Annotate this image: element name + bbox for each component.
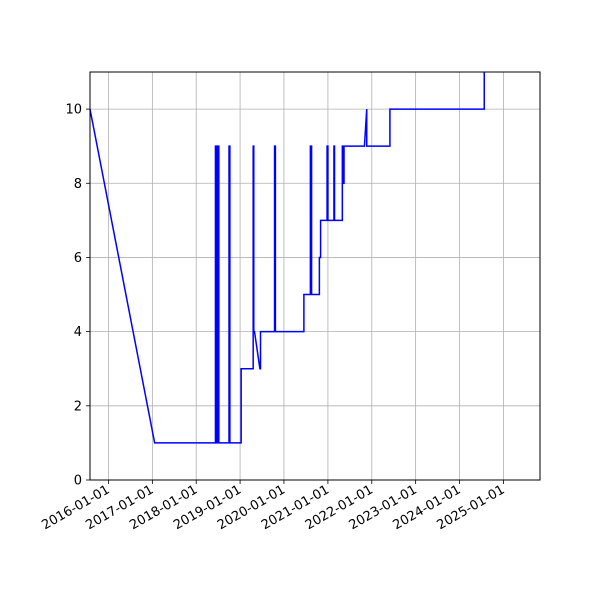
y-axis: 0 2 4 6 8 10 [65,103,90,489]
series-layer [89,72,485,444]
plot-frame [89,71,541,481]
y-tick-label: 8 [74,177,82,192]
series-line [89,72,485,444]
y-tick-label: 2 [74,399,82,414]
y-tick-label: 10 [65,103,82,118]
y-tick-label: 4 [74,325,82,340]
y-tick-label: 0 [74,474,82,489]
y-tick-label: 6 [74,251,82,266]
